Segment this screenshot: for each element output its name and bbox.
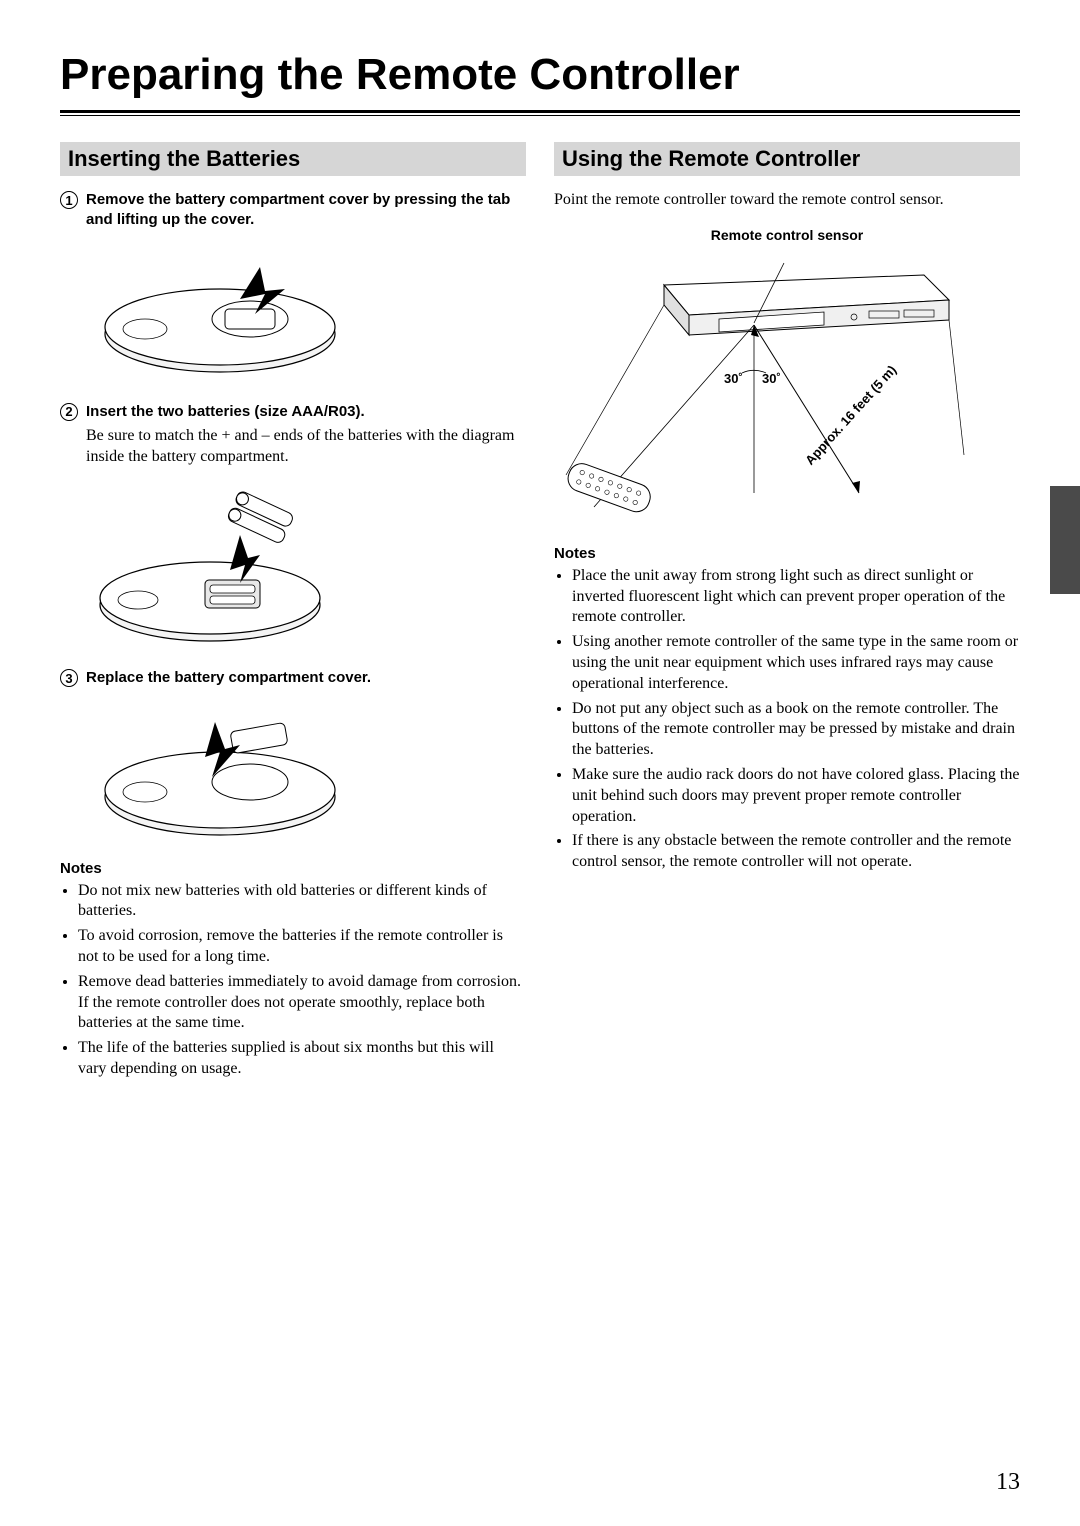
step-body: Be sure to match the + and – ends of the… [86,426,526,468]
step-3: 3 Replace the battery compartment cover. [60,668,526,688]
notes-heading-right: Notes [554,545,1020,562]
note-item: Place the unit away from strong light su… [572,566,1020,628]
step-title: Insert the two batteries (size AAA/R03). [86,402,365,422]
title-rule-thin [60,115,1020,116]
notes-heading-left: Notes [60,860,526,877]
page-number: 13 [996,1469,1020,1496]
sensor-diagram: 30˚ 30˚ Approx. 16 feet (5 m) [554,245,1020,535]
note-item: Make sure the audio rack doors do not ha… [572,765,1020,827]
step-number-icon: 1 [60,191,78,209]
step-1: 1 Remove the battery compartment cover b… [60,190,526,231]
step-title: Remove the battery compartment cover by … [86,190,526,231]
left-column: Inserting the Batteries 1 Remove the bat… [60,142,526,1084]
note-item: To avoid corrosion, remove the batteries… [78,926,526,968]
angle-right-label: 30˚ [762,371,781,386]
page-title: Preparing the Remote Controller [60,50,1020,104]
illustration-remove-cover [90,239,526,384]
note-item: Do not mix new batteries with old batter… [78,881,526,923]
distance-label: Approx. 16 feet (5 m) [802,362,899,468]
illustration-replace-cover [90,697,526,842]
note-item: Remove dead batteries immediately to avo… [78,972,526,1034]
note-item: Using another remote controller of the s… [572,632,1020,694]
section-heading-right: Using the Remote Controller [554,142,1020,176]
step-number-icon: 2 [60,403,78,421]
note-item: Do not put any object such as a book on … [572,699,1020,761]
step-number-icon: 3 [60,669,78,687]
sensor-label: Remote control sensor [554,227,1020,243]
notes-list-right: Place the unit away from strong light su… [554,566,1020,873]
notes-list-left: Do not mix new batteries with old batter… [60,881,526,1080]
title-rule-thick [60,110,1020,113]
side-tab [1050,486,1080,594]
note-item: If there is any obstacle between the rem… [572,831,1020,873]
intro-text: Point the remote controller toward the r… [554,190,1020,211]
angle-left-label: 30˚ [724,371,743,386]
section-heading-left: Inserting the Batteries [60,142,526,176]
step-title: Replace the battery compartment cover. [86,668,371,688]
illustration-insert-batteries [90,475,526,650]
right-column: Using the Remote Controller Point the re… [554,142,1020,1084]
note-item: The life of the batteries supplied is ab… [78,1038,526,1080]
step-2: 2 Insert the two batteries (size AAA/R03… [60,402,526,422]
